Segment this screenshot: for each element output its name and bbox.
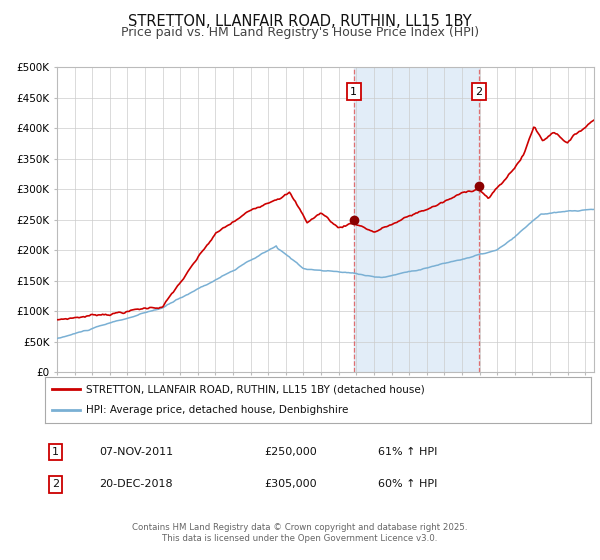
Text: STRETTON, LLANFAIR ROAD, RUTHIN, LL15 1BY (detached house): STRETTON, LLANFAIR ROAD, RUTHIN, LL15 1B… xyxy=(86,384,425,394)
Text: £250,000: £250,000 xyxy=(264,447,317,457)
Text: HPI: Average price, detached house, Denbighshire: HPI: Average price, detached house, Denb… xyxy=(86,405,349,416)
Text: STRETTON, LLANFAIR ROAD, RUTHIN, LL15 1BY: STRETTON, LLANFAIR ROAD, RUTHIN, LL15 1B… xyxy=(128,14,472,29)
Bar xyxy=(353,67,479,372)
Text: Price paid vs. HM Land Registry's House Price Index (HPI): Price paid vs. HM Land Registry's House … xyxy=(121,26,479,39)
Text: 60% ↑ HPI: 60% ↑ HPI xyxy=(378,479,437,489)
Text: 1: 1 xyxy=(52,447,59,457)
Text: 1: 1 xyxy=(350,87,357,97)
Text: 20-DEC-2018: 20-DEC-2018 xyxy=(99,479,173,489)
Text: £305,000: £305,000 xyxy=(264,479,317,489)
Text: 61% ↑ HPI: 61% ↑ HPI xyxy=(378,447,437,457)
Text: 2: 2 xyxy=(52,479,59,489)
Text: 07-NOV-2011: 07-NOV-2011 xyxy=(99,447,173,457)
Text: 2: 2 xyxy=(475,87,482,97)
Text: This data is licensed under the Open Government Licence v3.0.: This data is licensed under the Open Gov… xyxy=(163,534,437,543)
Text: Contains HM Land Registry data © Crown copyright and database right 2025.: Contains HM Land Registry data © Crown c… xyxy=(132,523,468,532)
